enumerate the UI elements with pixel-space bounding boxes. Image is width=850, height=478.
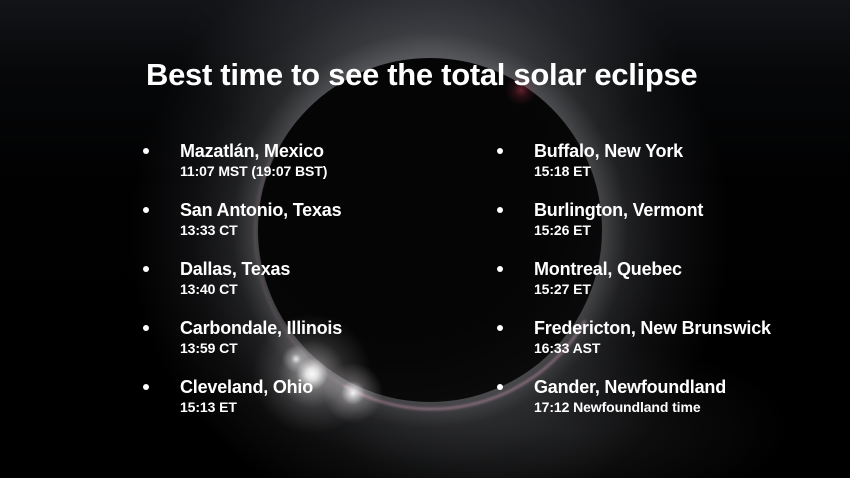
list-item: Dallas, Texas 13:40 CT — [143, 258, 483, 298]
list-item: Gander, Newfoundland 17:12 Newfoundland … — [497, 376, 837, 416]
city-list-right-column: Buffalo, New York 15:18 ET Burlington, V… — [497, 140, 837, 435]
eclipse-time: 15:18 ET — [534, 163, 591, 179]
bullet-icon — [143, 207, 149, 213]
city-name: Montreal, Quebec — [534, 259, 682, 279]
city-name: Buffalo, New York — [534, 141, 683, 161]
bullet-icon — [497, 384, 503, 390]
eclipse-time: 13:40 CT — [180, 281, 238, 297]
city-name: Dallas, Texas — [180, 259, 291, 279]
bullet-icon — [497, 266, 503, 272]
eclipse-time: 15:26 ET — [534, 222, 591, 238]
bullet-icon — [497, 148, 503, 154]
page-title: Best time to see the total solar eclipse — [146, 57, 698, 92]
bullet-icon — [143, 148, 149, 154]
city-name: Cleveland, Ohio — [180, 377, 314, 397]
eclipse-time: 11:07 MST (19:07 BST) — [180, 163, 328, 179]
list-item: Carbondale, Illinois 13:59 CT — [143, 317, 483, 357]
city-name: San Antonio, Texas — [180, 200, 342, 220]
bullet-icon — [143, 384, 149, 390]
list-item: Montreal, Quebec 15:27 ET — [497, 258, 837, 298]
bullet-icon — [497, 207, 503, 213]
eclipse-time: 15:13 ET — [180, 399, 237, 415]
list-item: Cleveland, Ohio 15:13 ET — [143, 376, 483, 416]
list-item: Burlington, Vermont 15:26 ET — [497, 199, 837, 239]
eclipse-time: 15:27 ET — [534, 281, 591, 297]
bullet-icon — [497, 325, 503, 331]
list-item: Fredericton, New Brunswick 16:33 AST — [497, 317, 837, 357]
city-list-left-column: Mazatlán, Mexico 11:07 MST (19:07 BST) S… — [143, 140, 483, 435]
eclipse-time: 13:59 CT — [180, 340, 238, 356]
city-name: Gander, Newfoundland — [534, 377, 727, 397]
list-item: San Antonio, Texas 13:33 CT — [143, 199, 483, 239]
city-name: Mazatlán, Mexico — [180, 141, 324, 161]
city-name: Burlington, Vermont — [534, 200, 704, 220]
eclipse-time: 16:33 AST — [534, 340, 601, 356]
list-item: Mazatlán, Mexico 11:07 MST (19:07 BST) — [143, 140, 483, 180]
eclipse-time: 13:33 CT — [180, 222, 238, 238]
bullet-icon — [143, 325, 149, 331]
list-item: Buffalo, New York 15:18 ET — [497, 140, 837, 180]
eclipse-time: 17:12 Newfoundland time — [534, 399, 701, 415]
city-name: Carbondale, Illinois — [180, 318, 343, 338]
city-name: Fredericton, New Brunswick — [534, 318, 771, 338]
bullet-icon — [143, 266, 149, 272]
